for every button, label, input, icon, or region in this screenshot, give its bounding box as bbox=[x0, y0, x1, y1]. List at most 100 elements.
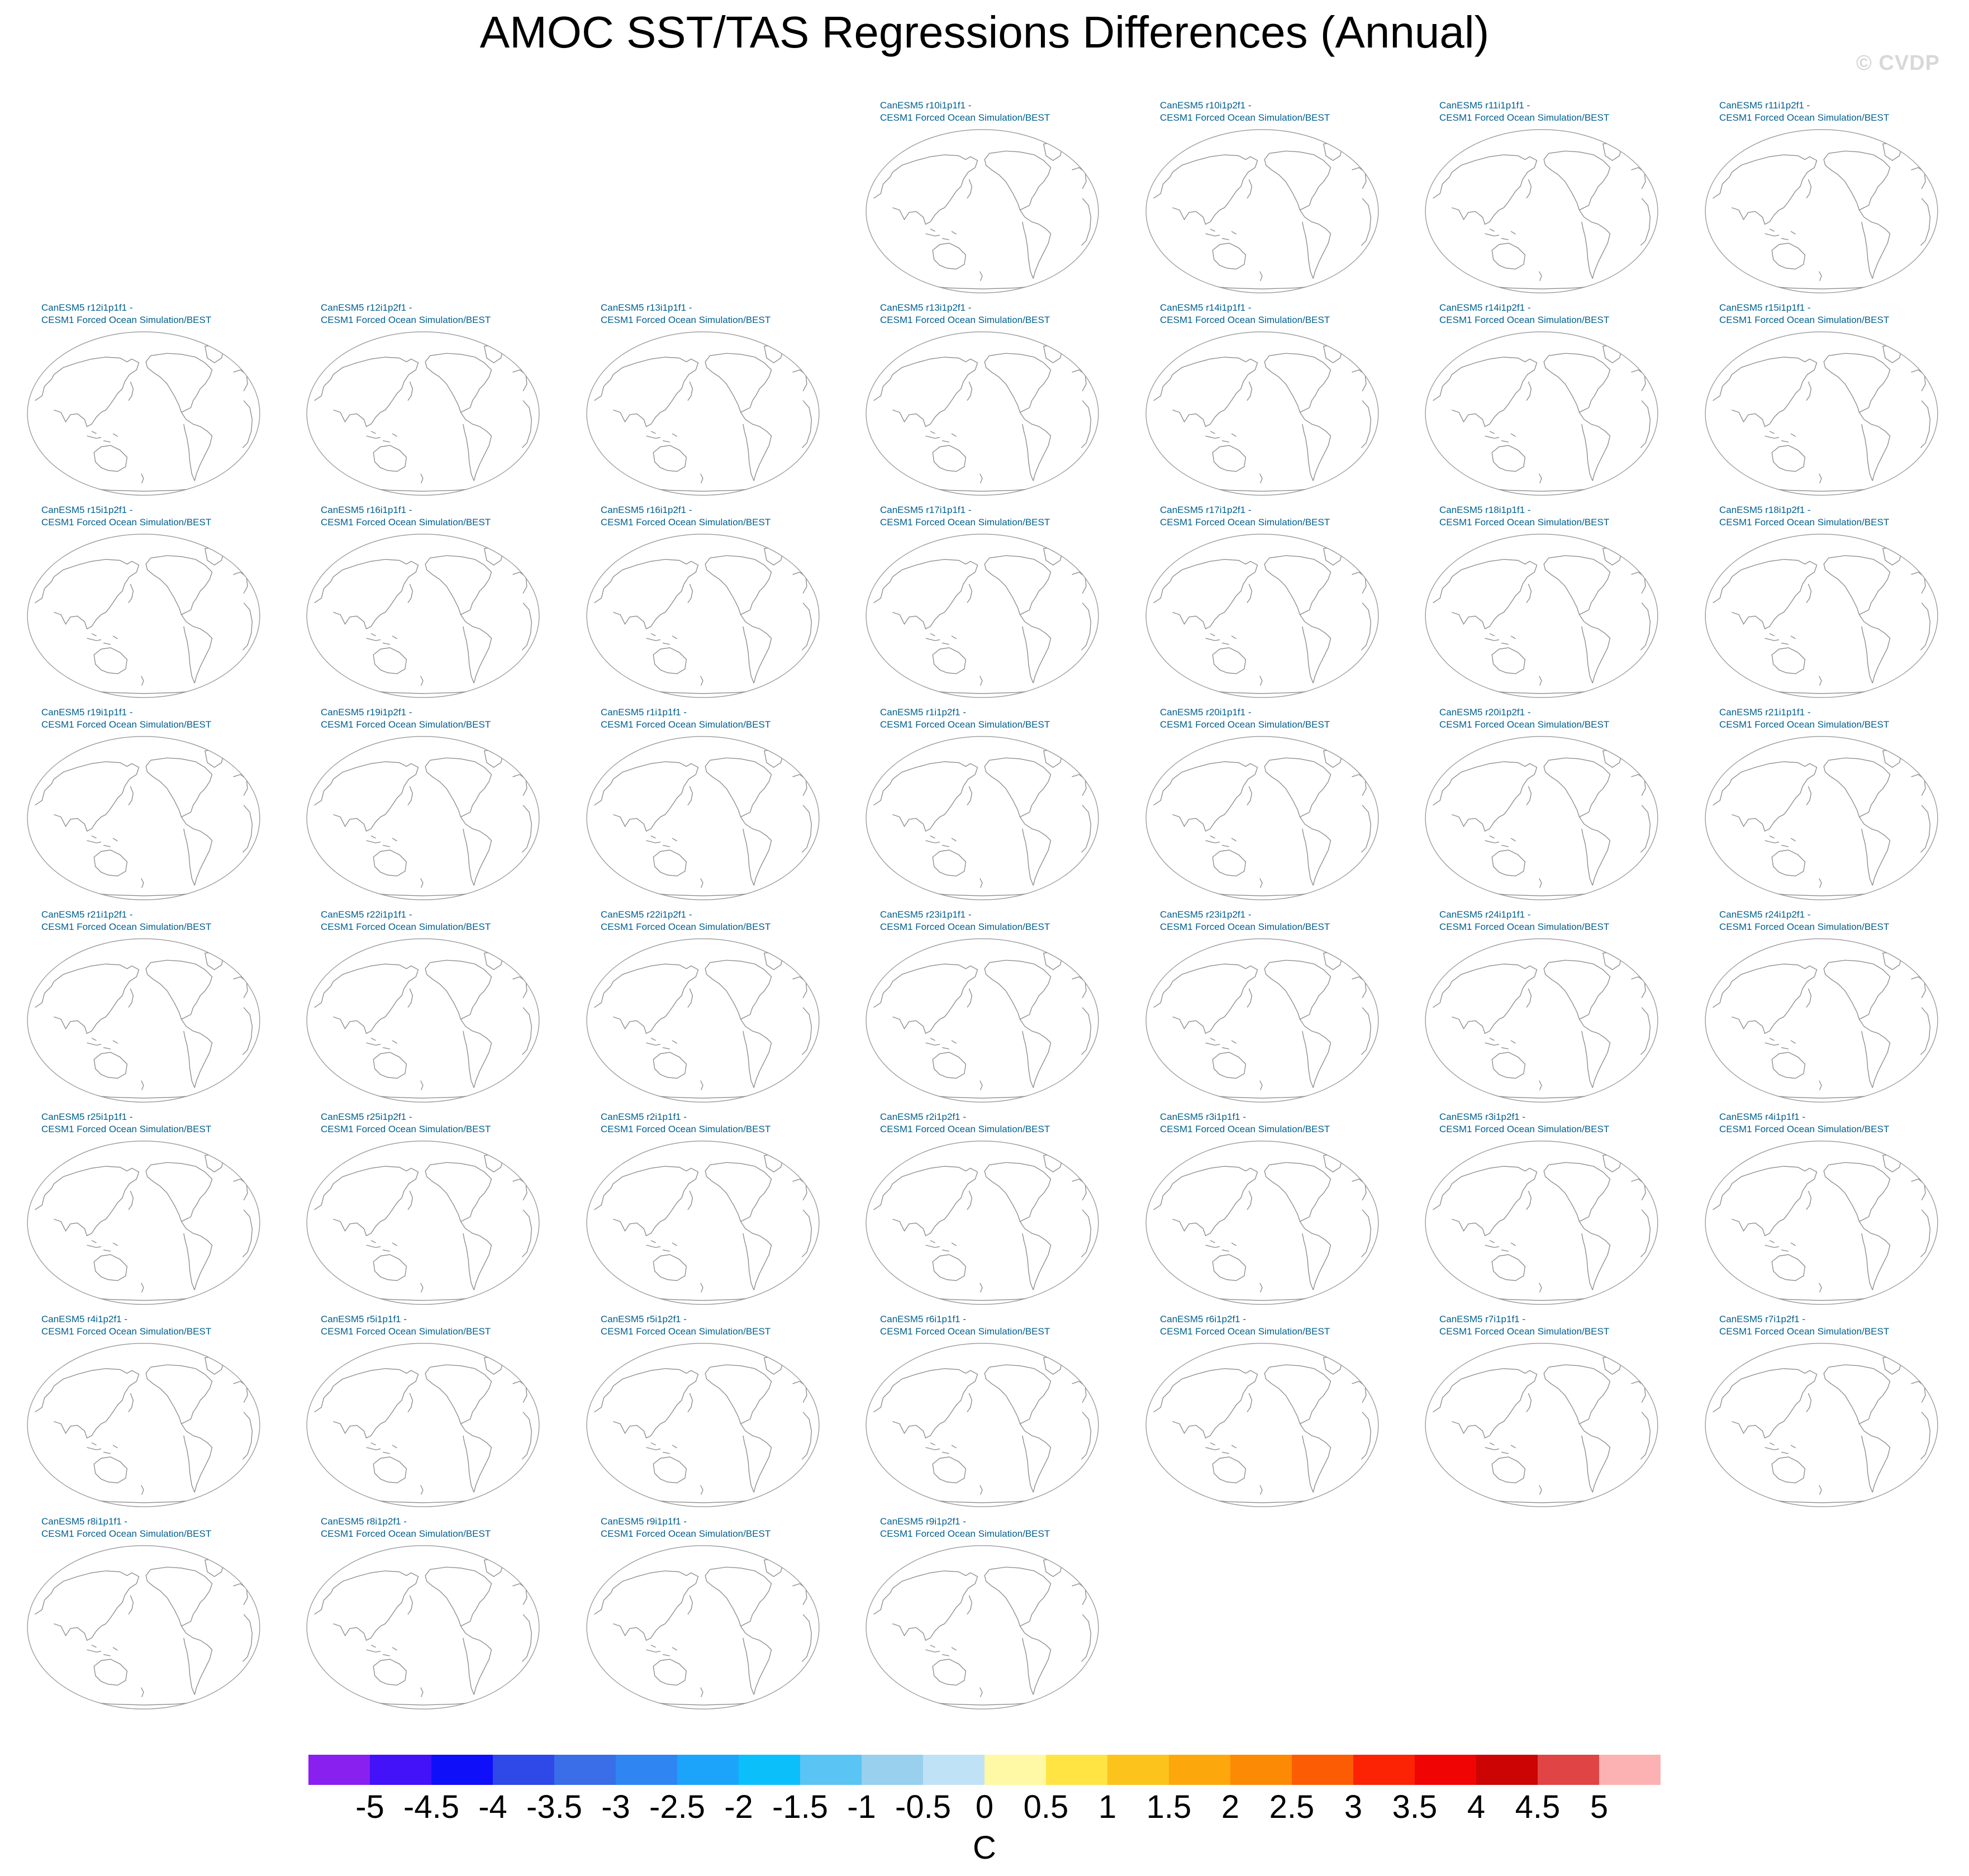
coastline bbox=[1259, 878, 1263, 888]
coastline bbox=[1722, 778, 1733, 791]
coastline bbox=[613, 1017, 661, 1034]
coastline bbox=[892, 1368, 978, 1424]
panel-title: CanESM5 r21i1p1f1 - CESM1 Forced Ocean Si… bbox=[1719, 706, 1889, 731]
coastline bbox=[373, 849, 407, 877]
coastline bbox=[420, 676, 424, 686]
coastline bbox=[743, 1030, 754, 1088]
coastline bbox=[87, 1649, 102, 1653]
coastline bbox=[1722, 1183, 1733, 1196]
coastline bbox=[1485, 233, 1500, 237]
coastline bbox=[1452, 1017, 1500, 1034]
coastlines bbox=[1153, 547, 1372, 694]
coastline bbox=[1323, 142, 1343, 161]
coastline bbox=[1153, 184, 1164, 199]
map-panel: CanESM5 r7i1p1f1 - CESM1 Forced Ocean Sim… bbox=[1405, 1313, 1684, 1512]
coastline bbox=[1828, 555, 1891, 615]
coastlines bbox=[1713, 951, 1931, 1099]
panel-model-label: CanESM5 r23i1p1f1 - bbox=[880, 909, 972, 920]
coastlines bbox=[35, 1356, 253, 1503]
coastline bbox=[35, 588, 45, 604]
coastlines bbox=[314, 749, 532, 896]
coastline bbox=[873, 1600, 884, 1615]
coastline bbox=[1259, 1080, 1263, 1090]
coastlines bbox=[594, 547, 812, 694]
coastline bbox=[1452, 1421, 1500, 1439]
coastline bbox=[1020, 816, 1052, 886]
panel-obs-label: CESM1 Forced Ocean Simulation/BEST bbox=[1719, 112, 1890, 123]
coastline bbox=[1526, 786, 1532, 806]
coastline bbox=[700, 473, 703, 483]
coastline bbox=[242, 805, 253, 853]
coastline bbox=[979, 271, 983, 281]
coastline bbox=[44, 374, 55, 387]
coastline bbox=[366, 1447, 381, 1451]
coastline bbox=[1081, 805, 1092, 853]
coastline bbox=[1771, 445, 1806, 472]
coastline bbox=[1081, 198, 1092, 246]
coastlines bbox=[873, 547, 1092, 694]
coastline bbox=[521, 1412, 532, 1460]
coastline bbox=[314, 1600, 325, 1615]
coastline bbox=[1485, 638, 1500, 642]
coastline bbox=[1539, 878, 1542, 888]
coastline bbox=[979, 1080, 983, 1090]
map-panel: CanESM5 r12i1p1f1 - CESM1 Forced Ocean Si… bbox=[7, 302, 286, 500]
coastlines bbox=[594, 344, 812, 492]
coastline bbox=[1172, 154, 1258, 211]
coastline bbox=[1302, 828, 1314, 886]
coastline bbox=[314, 386, 325, 401]
coastline bbox=[925, 233, 940, 237]
coastline bbox=[1732, 1368, 1818, 1424]
panel-title: CanESM5 r3i1p1f1 - CESM1 Forced Ocean Sim… bbox=[1160, 1111, 1330, 1136]
coastline bbox=[1264, 1165, 1301, 1222]
coastline bbox=[792, 572, 807, 594]
coastline bbox=[1581, 828, 1593, 886]
coastline bbox=[1790, 1040, 1796, 1044]
coastline bbox=[1806, 179, 1812, 199]
coastline bbox=[687, 381, 693, 401]
panel-title: CanESM5 r9i1p1f1 - CESM1 Forced Ocean Sim… bbox=[601, 1516, 771, 1540]
coastline bbox=[1205, 840, 1220, 844]
coastline bbox=[204, 1558, 225, 1577]
coastline bbox=[35, 1195, 45, 1210]
coastline bbox=[1231, 838, 1236, 842]
coastline bbox=[663, 844, 670, 847]
coastlines bbox=[35, 951, 253, 1099]
coastline bbox=[112, 635, 118, 639]
coastline bbox=[892, 963, 978, 1020]
map-panel: CanESM5 r4i1p1f1 - CESM1 Forced Ocean Sim… bbox=[1685, 1111, 1964, 1309]
coastline bbox=[705, 760, 741, 818]
panel-title: CanESM5 r1i1p1f1 - CESM1 Forced Ocean Sim… bbox=[601, 706, 771, 731]
panel-obs-label: CESM1 Forced Ocean Simulation/BEST bbox=[880, 1326, 1050, 1337]
coastline bbox=[128, 988, 134, 1008]
world-map bbox=[1145, 331, 1379, 496]
map-boundary bbox=[586, 1545, 820, 1709]
coastline bbox=[984, 1165, 1021, 1222]
panel-obs-label: CESM1 Forced Ocean Simulation/BEST bbox=[1439, 922, 1610, 932]
coastline bbox=[1210, 1038, 1215, 1041]
coastline bbox=[314, 993, 325, 1008]
panel-model-label: CanESM5 r9i1p1f1 - bbox=[601, 1516, 687, 1527]
coastlines bbox=[873, 344, 1092, 492]
panel-model-label: CanESM5 r3i1p2f1 - bbox=[1439, 1112, 1526, 1122]
coastline bbox=[1732, 559, 1818, 615]
coastline bbox=[1172, 410, 1220, 428]
coastline bbox=[1769, 431, 1775, 434]
panel-obs-label: CESM1 Forced Ocean Simulation/BEST bbox=[1160, 1326, 1330, 1337]
coastline bbox=[967, 381, 973, 401]
coastline bbox=[44, 778, 55, 791]
coastline bbox=[324, 374, 334, 387]
coastline bbox=[1859, 412, 1891, 481]
world-map bbox=[865, 938, 1099, 1103]
coastline bbox=[989, 1566, 1052, 1627]
coastline bbox=[883, 1385, 893, 1398]
panel-model-label: CanESM5 r10i1p2f1 - bbox=[1160, 100, 1252, 111]
coastline bbox=[1882, 142, 1903, 161]
panel-obs-label: CESM1 Forced Ocean Simulation/BEST bbox=[1719, 315, 1890, 325]
coastline bbox=[1510, 231, 1516, 235]
coastline bbox=[370, 633, 376, 637]
coastline bbox=[764, 1153, 784, 1172]
coastline bbox=[1081, 1412, 1092, 1460]
coastline bbox=[181, 1019, 213, 1088]
map-boundary bbox=[1705, 534, 1938, 698]
